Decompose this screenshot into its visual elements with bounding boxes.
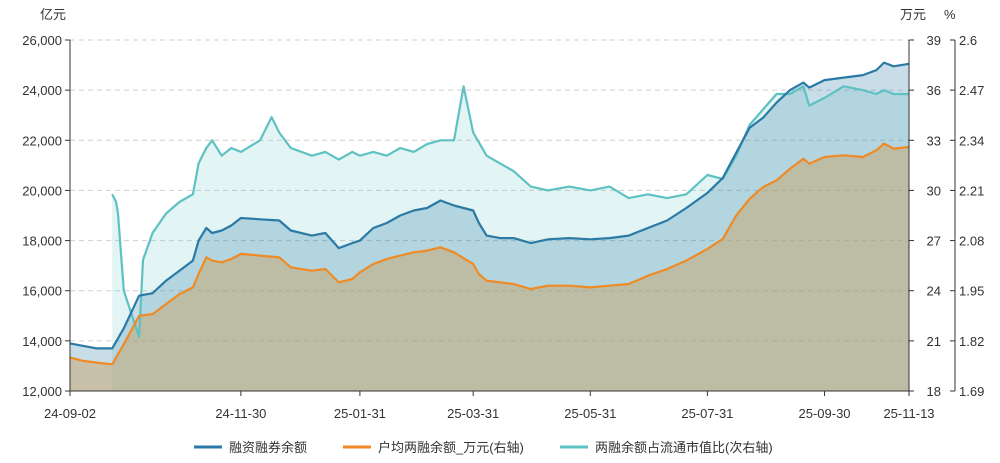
legend-label-market-ratio: 两融余额占流通市值比(次右轴) — [595, 440, 773, 455]
x-axis-tick-label: 25-07-31 — [681, 406, 733, 421]
legend-item-avg-balance[interactable]: 户均两融余额_万元(右轴) — [343, 440, 524, 455]
right-axis-tick-label: 36 — [927, 83, 941, 98]
secondary-axis-tick-label: 1.82 — [959, 334, 984, 349]
secondary-axis-tick-label: 1.95 — [959, 284, 984, 299]
secondary-axis-tick-label: 1.69 — [959, 384, 984, 399]
x-axis-tick-label: 25-11-13 — [883, 406, 934, 421]
legend-item-margin-balance[interactable]: 融资融券余额 — [194, 440, 307, 455]
avg-balance-line — [69, 142, 910, 366]
left-axis-tick-label: 22,000 — [22, 133, 62, 148]
x-axis-tick-label: 24-09-02 — [44, 406, 96, 421]
market-ratio-line — [111, 85, 909, 339]
margin-balance-area — [70, 62, 909, 391]
right-axis-tick-label: 21 — [927, 334, 941, 349]
x-axis-tick-label: 25-09-30 — [799, 406, 851, 421]
secondary-axis-tick-label: 2.34 — [959, 133, 984, 148]
margin-balance-line — [69, 61, 910, 350]
chart-legend: 融资融券余额 户均两融余额_万元(右轴) 两融余额占流通市值比(次右轴) — [194, 440, 773, 455]
right-axis-tick-label: 39 — [927, 33, 941, 48]
right-axis-tick-label: 18 — [927, 384, 941, 399]
axes: 12,000 18 1.69 14,000 21 1.82 16,000 24 1.95 18,0… — [22, 33, 984, 421]
x-axis-tick-label: 25-03-31 — [447, 406, 499, 421]
left-axis-tick-label: 14,000 — [22, 334, 62, 349]
right-axis-unit: 万元 — [900, 7, 926, 22]
legend-label-avg-balance: 户均两融余额_万元(右轴) — [378, 440, 524, 455]
left-axis-tick-label: 26,000 — [22, 33, 62, 48]
left-axis-tick-label: 18,000 — [22, 234, 62, 249]
left-axis-tick-label: 16,000 — [22, 284, 62, 299]
left-axis-tick-label: 12,000 — [22, 384, 62, 399]
secondary-right-axis-unit: % — [944, 7, 956, 22]
right-axis-tick-label: 33 — [927, 133, 941, 148]
secondary-axis-tick-label: 2.08 — [959, 234, 984, 249]
legend-item-market-ratio[interactable]: 两融余额占流通市值比(次右轴) — [560, 440, 773, 455]
secondary-axis-tick-label: 2.47 — [959, 83, 984, 98]
right-axis-tick-label: 24 — [927, 284, 941, 299]
left-axis-tick-label: 20,000 — [22, 183, 62, 198]
series-lines — [69, 61, 910, 366]
series-areas — [70, 62, 909, 392]
right-axis-tick-label: 27 — [927, 234, 941, 249]
secondary-axis-tick-label: 2.6 — [959, 33, 977, 48]
avg-balance-area — [70, 143, 909, 391]
x-axis-tick-label: 25-05-31 — [564, 406, 616, 421]
x-axis-tick-label: 25-01-31 — [334, 406, 386, 421]
left-axis-unit: 亿元 — [40, 7, 66, 22]
right-axis-tick-label: 30 — [927, 183, 941, 198]
left-axis-tick-label: 24,000 — [22, 83, 62, 98]
x-axis-tick-label: 24-11-30 — [215, 406, 266, 421]
legend-label-margin-balance: 融资融券余额 — [229, 440, 307, 455]
secondary-axis-tick-label: 2.21 — [959, 183, 984, 198]
